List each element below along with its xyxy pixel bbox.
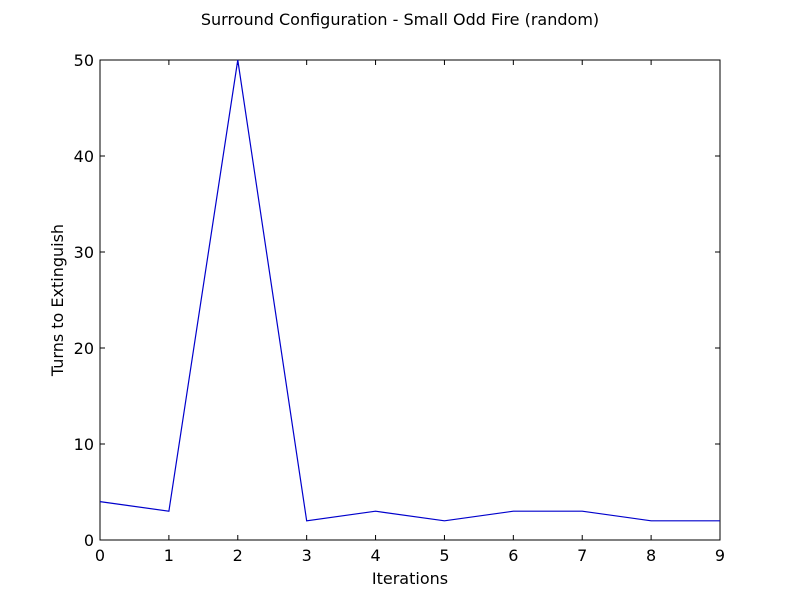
y-tick-label: 0 (84, 531, 94, 550)
y-tick-label: 40 (74, 147, 94, 166)
x-tick-label: 6 (508, 546, 518, 565)
series-line-1 (100, 60, 720, 521)
series-layer (100, 60, 720, 521)
x-axis-ticks: 0 1 2 3 4 5 6 7 8 9 (95, 60, 725, 565)
y-axis-ticks: 0 10 20 30 40 50 (74, 51, 720, 550)
x-tick-label: 3 (302, 546, 312, 565)
y-axis-label: Turns to Extinguish (48, 224, 67, 377)
x-tick-label: 9 (715, 546, 725, 565)
x-tick-label: 0 (95, 546, 105, 565)
x-axis-label: Iterations (372, 569, 448, 588)
y-tick-label: 30 (74, 243, 94, 262)
x-tick-label: 5 (439, 546, 449, 565)
x-tick-label: 8 (646, 546, 656, 565)
x-tick-label: 1 (164, 546, 174, 565)
x-tick-label: 2 (233, 546, 243, 565)
y-tick-label: 10 (74, 435, 94, 454)
plot-area (100, 60, 720, 540)
x-tick-label: 7 (577, 546, 587, 565)
chart-title: Surround Configuration - Small Odd Fire … (201, 10, 599, 29)
plot-frame (100, 60, 720, 540)
y-tick-label: 50 (74, 51, 94, 70)
y-tick-label: 20 (74, 339, 94, 358)
x-tick-label: 4 (370, 546, 380, 565)
